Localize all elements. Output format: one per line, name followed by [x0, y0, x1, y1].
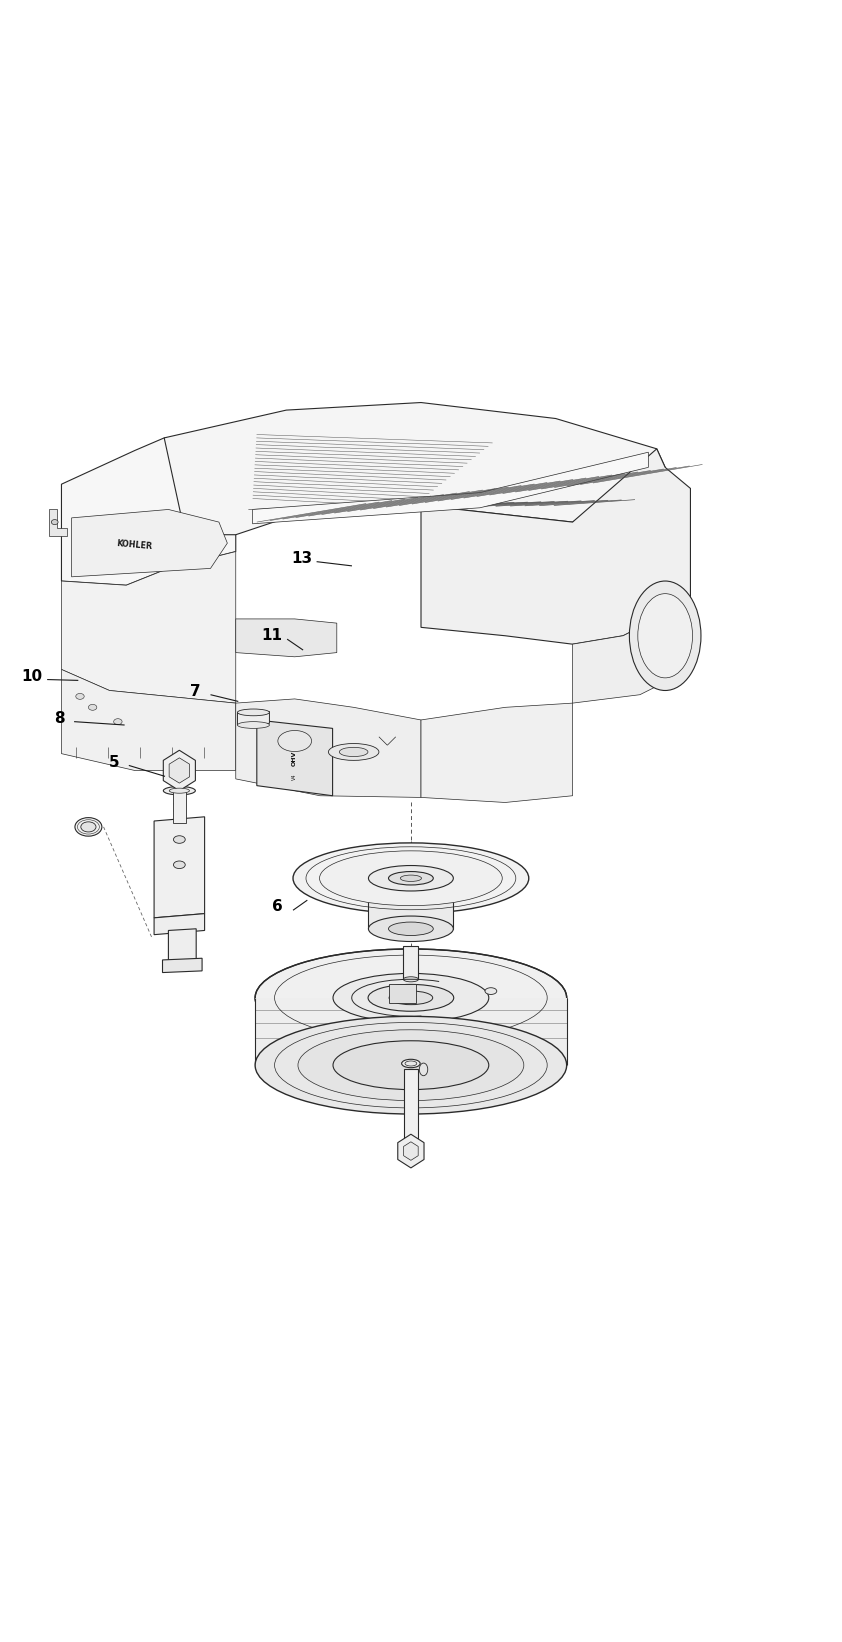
Ellipse shape: [328, 744, 379, 760]
Polygon shape: [257, 719, 333, 796]
Polygon shape: [389, 984, 416, 1003]
Polygon shape: [404, 1069, 418, 1144]
Ellipse shape: [333, 1041, 488, 1090]
Ellipse shape: [76, 693, 84, 699]
Polygon shape: [236, 619, 337, 657]
Polygon shape: [163, 959, 202, 972]
Ellipse shape: [51, 519, 58, 524]
Polygon shape: [164, 402, 665, 535]
Text: 8: 8: [54, 711, 64, 726]
Ellipse shape: [630, 581, 701, 691]
Polygon shape: [154, 913, 205, 934]
Polygon shape: [573, 603, 690, 703]
Polygon shape: [72, 509, 227, 576]
Text: 11: 11: [262, 629, 282, 644]
Polygon shape: [253, 452, 648, 524]
Polygon shape: [168, 929, 196, 962]
Ellipse shape: [255, 949, 567, 1046]
Ellipse shape: [169, 788, 189, 793]
Text: OHV: OHV: [292, 750, 297, 765]
Ellipse shape: [114, 719, 122, 724]
Bar: [173, 790, 186, 823]
Ellipse shape: [485, 988, 497, 995]
Polygon shape: [403, 946, 418, 979]
Polygon shape: [403, 1141, 418, 1161]
Polygon shape: [61, 670, 236, 770]
Ellipse shape: [333, 974, 488, 1023]
Ellipse shape: [638, 594, 692, 678]
Ellipse shape: [173, 860, 185, 869]
Ellipse shape: [369, 865, 453, 892]
Ellipse shape: [403, 977, 418, 982]
Ellipse shape: [255, 1016, 567, 1113]
Ellipse shape: [400, 875, 422, 882]
Ellipse shape: [75, 818, 102, 836]
Text: 7: 7: [190, 683, 200, 699]
Polygon shape: [237, 711, 269, 726]
Polygon shape: [169, 759, 189, 783]
Ellipse shape: [419, 1062, 428, 1076]
Polygon shape: [154, 816, 205, 918]
Polygon shape: [255, 998, 567, 1066]
Polygon shape: [369, 885, 453, 929]
Ellipse shape: [339, 747, 368, 757]
Ellipse shape: [278, 731, 312, 752]
Text: 5: 5: [109, 755, 119, 770]
Polygon shape: [397, 1135, 424, 1167]
Ellipse shape: [389, 992, 433, 1005]
Ellipse shape: [368, 985, 454, 1011]
Ellipse shape: [237, 721, 269, 729]
Ellipse shape: [88, 704, 97, 711]
Ellipse shape: [237, 709, 269, 716]
Polygon shape: [421, 703, 573, 803]
Ellipse shape: [405, 1061, 417, 1066]
Ellipse shape: [320, 851, 502, 906]
Polygon shape: [421, 448, 690, 644]
Ellipse shape: [293, 842, 529, 913]
Ellipse shape: [173, 836, 185, 844]
Ellipse shape: [163, 787, 195, 795]
Ellipse shape: [388, 923, 434, 936]
Polygon shape: [61, 552, 236, 703]
Polygon shape: [163, 750, 195, 791]
Text: V4: V4: [292, 773, 297, 780]
Ellipse shape: [298, 1030, 524, 1100]
Ellipse shape: [388, 872, 434, 885]
Polygon shape: [61, 438, 236, 585]
Ellipse shape: [402, 1059, 420, 1067]
Polygon shape: [236, 699, 421, 798]
Text: KOHLER: KOHLER: [116, 539, 153, 550]
Text: 13: 13: [290, 550, 312, 566]
Ellipse shape: [369, 916, 453, 941]
Ellipse shape: [81, 823, 96, 832]
Polygon shape: [49, 509, 67, 537]
Text: 10: 10: [21, 668, 43, 683]
Text: 6: 6: [273, 900, 283, 915]
